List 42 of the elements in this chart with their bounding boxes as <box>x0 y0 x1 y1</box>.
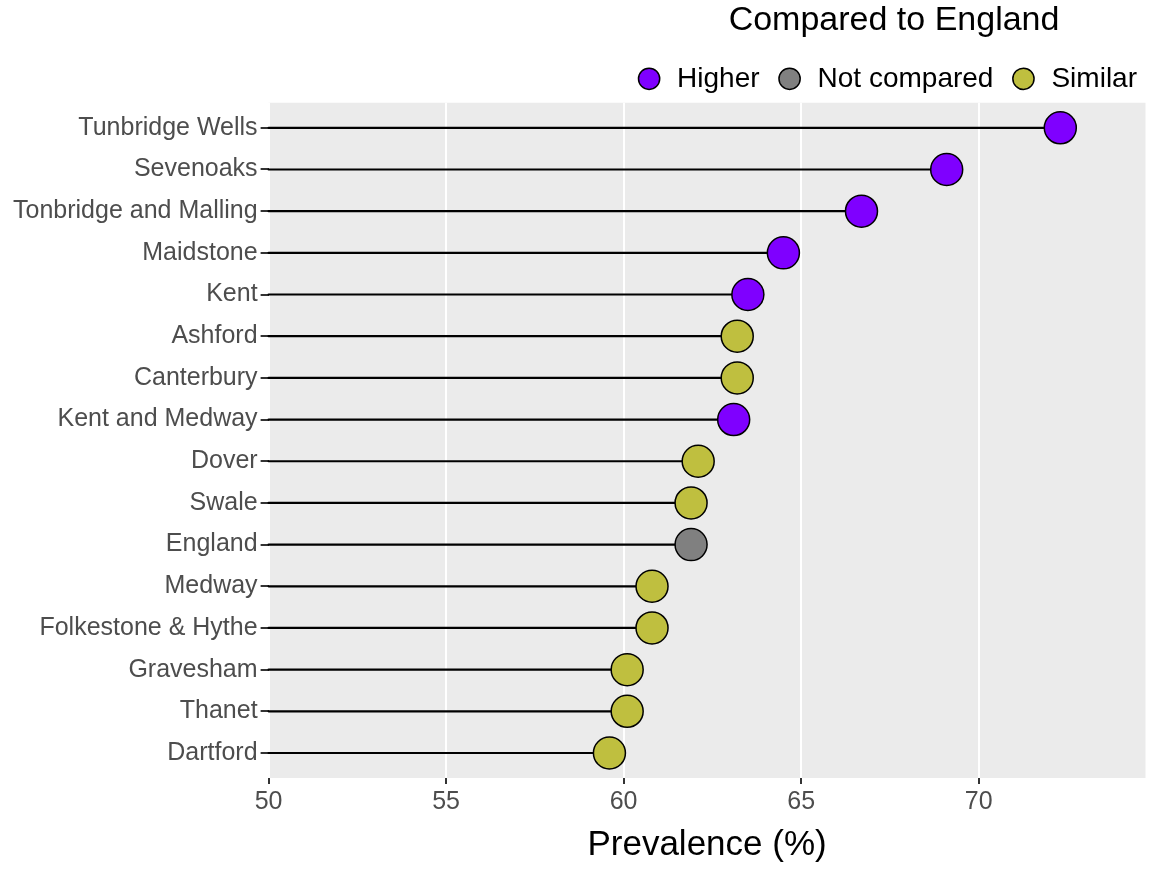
x-tick-label: 55 <box>432 785 461 814</box>
y-tick-label: Dartford <box>167 736 258 765</box>
point <box>674 527 708 562</box>
point <box>635 611 669 645</box>
y-tick-label: Folkestone & Hythe <box>39 611 258 640</box>
point <box>674 486 708 520</box>
y-tick-label: Canterbury <box>133 361 259 390</box>
y-tick-label: Dover <box>190 445 258 474</box>
x-tick-label: 70 <box>964 785 993 814</box>
point <box>635 569 669 604</box>
y-tick-label: Medway <box>164 570 259 599</box>
x-tick-label: 65 <box>787 785 816 814</box>
y-tick-label: Swale <box>189 486 258 515</box>
point <box>610 694 644 729</box>
point <box>766 236 801 270</box>
point <box>681 444 715 478</box>
point <box>1043 111 1078 145</box>
point <box>610 652 644 687</box>
point <box>844 194 879 228</box>
x-tick-label: 50 <box>254 785 283 814</box>
y-tick-label: England <box>165 528 258 557</box>
x-tick-label: 60 <box>609 785 638 814</box>
y-tick-label: Tunbridge Wells <box>78 111 258 140</box>
legend-title: Compared to England <box>728 0 1060 38</box>
legend-label: Not compared <box>817 61 994 93</box>
y-tick-label: Sevenoaks <box>133 153 258 182</box>
y-tick-label: Kent <box>206 278 258 307</box>
point <box>720 319 754 353</box>
point <box>716 402 751 437</box>
legend-label: Higher <box>677 61 760 93</box>
legend-label: Similar <box>1051 61 1137 93</box>
point <box>720 361 754 395</box>
y-tick-label: Gravesham <box>128 653 258 682</box>
y-tick-label: Ashford <box>171 320 258 349</box>
point <box>929 152 964 187</box>
y-tick-label: Thanet <box>179 695 258 724</box>
point <box>592 736 627 770</box>
x-axis-title: Prevalence (%) <box>587 822 827 862</box>
point <box>731 277 765 312</box>
y-tick-label: Kent and Medway <box>57 403 259 432</box>
y-tick-label: Maidstone <box>142 236 258 265</box>
y-tick-label: Tonbridge and Malling <box>13 195 258 224</box>
